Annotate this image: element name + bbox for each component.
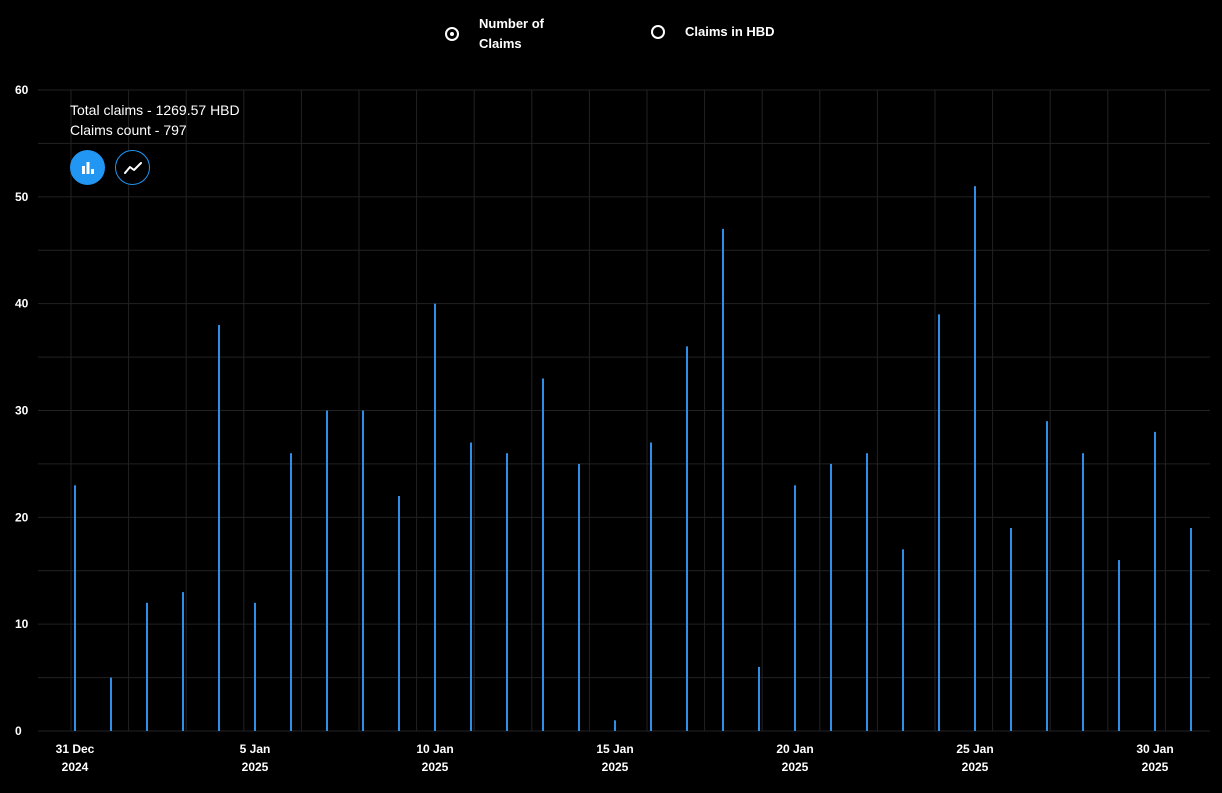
bar-2025-01-18	[722, 228, 724, 731]
bar-2024-12-31	[74, 485, 76, 731]
y-tick-label: 60	[15, 83, 29, 97]
y-tick-label: 10	[15, 617, 29, 631]
x-axis: 31 Dec 2024 5 Jan 2025 10 Jan 2025 15 Jan 2025 2…	[56, 742, 1174, 774]
bar-2025-01-05	[254, 602, 256, 731]
bar-2025-01-21	[830, 463, 832, 731]
x-tick-year-label: 2025	[602, 760, 629, 774]
bar-2025-01-19	[758, 666, 760, 731]
x-tick-year-label: 2025	[1142, 760, 1169, 774]
x-tick-label: 15 Jan	[596, 742, 633, 756]
bar-2025-01-01	[110, 677, 112, 731]
bar-2025-01-25	[974, 186, 976, 731]
radio-label-claims-in-hbd: Claims in HBD	[685, 24, 775, 39]
line-chart-button[interactable]	[115, 150, 150, 185]
bar-2025-01-08	[362, 410, 364, 731]
y-tick-label: 30	[15, 404, 29, 418]
radio-claims-in-hbd[interactable]: Claims in HBD	[651, 22, 775, 42]
summary-box: Total claims - 1269.57 HBD Claims count …	[70, 100, 240, 140]
bar-2025-01-03	[182, 592, 184, 731]
bar-2025-01-09	[398, 495, 400, 731]
x-tick-label: 30 Jan	[1136, 742, 1173, 756]
bar-2025-01-24	[938, 314, 940, 731]
x-tick-year-label: 2025	[782, 760, 809, 774]
y-tick-label: 40	[15, 297, 29, 311]
bar-2025-01-06	[290, 453, 292, 731]
bar-2025-01-13	[542, 378, 544, 731]
bar-2025-01-14	[578, 463, 580, 731]
radio-unchecked-icon[interactable]	[651, 25, 665, 39]
bar-2025-01-28	[1082, 453, 1084, 731]
x-tick-year-label: 2025	[422, 760, 449, 774]
radio-label-number-of-claims: Number of Claims	[479, 16, 544, 51]
total-claims-text: Total claims - 1269.57 HBD	[70, 102, 240, 118]
bar-2025-01-22	[866, 453, 868, 731]
bar-2025-01-31	[1190, 528, 1192, 731]
bar-2025-01-04	[218, 325, 220, 731]
x-tick-year-label: 2025	[242, 760, 269, 774]
y-tick-label: 20	[15, 510, 29, 524]
claims-count-text: Claims count - 797	[70, 122, 187, 138]
chart-grid	[38, 89, 1210, 732]
radio-checked-icon[interactable]	[445, 27, 459, 41]
bar-2025-01-07	[326, 410, 328, 731]
line-chart-icon	[123, 161, 142, 174]
y-tick-label: 0	[15, 724, 22, 738]
bar-chart-button[interactable]	[70, 150, 105, 185]
x-tick-label: 20 Jan	[776, 742, 813, 756]
chart-bars	[74, 186, 1192, 731]
metric-toggle: Number of Claims Claims in HBD	[0, 14, 1222, 54]
x-tick-label: 31 Dec	[56, 742, 95, 756]
bar-2025-01-26	[1010, 528, 1012, 731]
bar-2025-01-16	[650, 442, 652, 731]
x-tick-label: 5 Jan	[240, 742, 271, 756]
bar-2025-01-20	[794, 485, 796, 731]
bar-2025-01-10	[434, 303, 436, 731]
bar-2025-01-29	[1118, 560, 1120, 731]
bar-2025-01-15	[614, 720, 616, 731]
bar-2025-01-02	[146, 602, 148, 731]
radio-number-of-claims[interactable]: Number of Claims	[445, 14, 544, 54]
y-axis: 0 10 20 30 40 50 60	[15, 83, 29, 738]
x-tick-year-label: 2024	[62, 760, 89, 774]
bar-chart-icon	[81, 161, 94, 174]
bar-2025-01-30	[1154, 431, 1156, 731]
y-tick-label: 50	[15, 190, 29, 204]
bar-2025-01-23	[902, 549, 904, 731]
bar-2025-01-17	[686, 346, 688, 731]
bar-2025-01-11	[470, 442, 472, 731]
bar-2025-01-12	[506, 453, 508, 731]
bar-2025-01-27	[1046, 421, 1048, 731]
x-tick-year-label: 2025	[962, 760, 989, 774]
x-tick-label: 10 Jan	[416, 742, 453, 756]
x-tick-label: 25 Jan	[956, 742, 993, 756]
